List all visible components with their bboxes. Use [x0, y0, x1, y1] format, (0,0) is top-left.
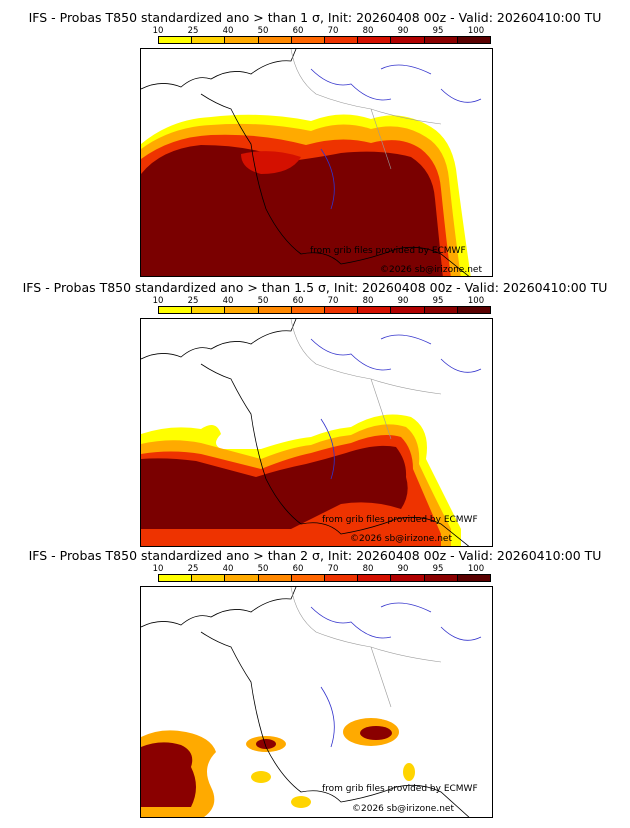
colorbar-swatch [258, 575, 292, 581]
border [290, 587, 442, 708]
panel-title: IFS - Probas T850 standardized ano > tha… [22, 280, 608, 295]
prob-field-hole [241, 151, 301, 174]
prob-blob [291, 796, 311, 808]
prob-blob [360, 726, 392, 740]
colorbar-swatch [358, 37, 392, 43]
probability-map [140, 586, 493, 818]
coastline [141, 319, 470, 546]
colorbar-swatch [192, 575, 226, 581]
colorbar-swatch [291, 37, 326, 43]
credit-copyright: ©2026 sb@irizone.net [380, 265, 482, 275]
colorbar-swatch [225, 307, 259, 313]
river [310, 334, 482, 480]
colorbar [158, 574, 491, 582]
colorbar-swatch [457, 37, 491, 43]
panel-title: IFS - Probas T850 standardized ano > tha… [28, 10, 602, 25]
prob-field-high [141, 742, 196, 807]
credit-source: from grib files provided by ECMWF [310, 246, 466, 256]
colorbar-swatch [192, 37, 226, 43]
colorbar-swatch [192, 307, 226, 313]
colorbar-swatch [291, 575, 326, 581]
colorbar-swatch [258, 37, 292, 43]
colorbar-ticks: 10 25 40 50 60 70 80 90 95 100 [152, 26, 485, 36]
colorbar-swatch [391, 575, 425, 581]
prob-blob [403, 763, 415, 781]
colorbar-swatch [457, 575, 491, 581]
prob-blob [256, 739, 276, 749]
colorbar-swatch [325, 37, 359, 43]
panel-2sigma: IFS - Probas T850 standardized ano > tha… [0, 538, 630, 828]
colorbar-swatch [391, 37, 425, 43]
colorbar-swatch [358, 575, 392, 581]
panel-1-5sigma: IFS - Probas T850 standardized ano > tha… [0, 270, 630, 550]
colorbar [158, 36, 491, 44]
colorbar-swatch [424, 307, 458, 313]
colorbar-swatch [291, 307, 326, 313]
colorbar-ticks: 10 25 40 50 60 70 80 90 95 100 [152, 296, 485, 306]
colorbar-swatch [225, 37, 259, 43]
colorbar [158, 306, 491, 314]
border [290, 49, 442, 170]
prob-blob [251, 771, 271, 783]
colorbar-swatch [424, 575, 458, 581]
probability-map [140, 48, 493, 277]
prob-field-95 [141, 445, 408, 529]
panel-title: IFS - Probas T850 standardized ano > tha… [28, 548, 602, 563]
credit-copyright: ©2026 sb@irizone.net [350, 534, 452, 544]
colorbar-swatch [159, 575, 193, 581]
colorbar-swatch [457, 307, 491, 313]
border [290, 319, 442, 440]
river [310, 64, 482, 210]
panel-1sigma: IFS - Probas T850 standardized ano > tha… [0, 0, 630, 280]
credit-source: from grib files provided by ECMWF [322, 515, 478, 525]
river [310, 602, 482, 748]
colorbar-swatch [325, 575, 359, 581]
probability-map [140, 318, 493, 547]
colorbar-swatch [258, 307, 292, 313]
colorbar-swatch [225, 575, 259, 581]
colorbar-swatch [391, 307, 425, 313]
colorbar-swatch [325, 307, 359, 313]
credit-source: from grib files provided by ECMWF [322, 784, 478, 794]
colorbar-swatch [424, 37, 458, 43]
prob-field-95 [141, 145, 443, 276]
colorbar-swatch [358, 307, 392, 313]
credit-copyright: ©2026 sb@irizone.net [352, 804, 454, 814]
colorbar-swatch [159, 307, 193, 313]
coastline [141, 49, 470, 276]
coastline [141, 587, 470, 817]
colorbar-ticks: 10 25 40 50 60 70 80 90 95 100 [152, 564, 485, 574]
colorbar-swatch [159, 37, 193, 43]
